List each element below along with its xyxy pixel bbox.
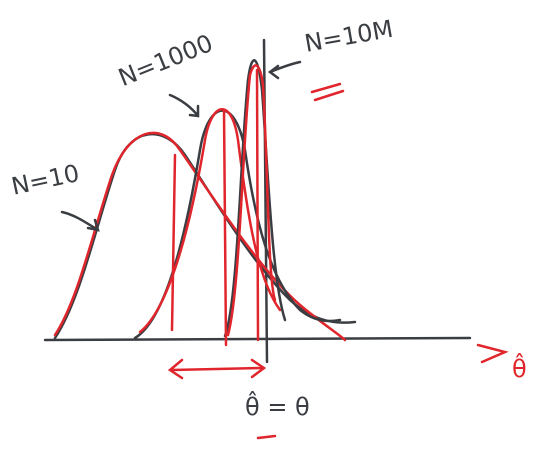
curve-n10m-fit <box>226 64 277 337</box>
pointer <box>267 60 302 80</box>
pointer <box>60 210 100 232</box>
axis-arrow <box>476 343 509 364</box>
axis-label: θ̂ <box>512 353 527 383</box>
marker <box>255 68 260 342</box>
pointer <box>168 93 200 118</box>
curve-n1000 <box>133 109 342 340</box>
range-arrow <box>170 366 264 372</box>
emphasis <box>310 82 345 102</box>
curve-n10m <box>223 59 287 338</box>
marker <box>170 153 177 332</box>
arrow-heads <box>167 358 267 380</box>
emphasis <box>256 434 277 440</box>
estimate-label: θ̂ = θ <box>245 391 310 421</box>
marker <box>222 108 228 347</box>
curve-n10-fit <box>53 131 347 342</box>
